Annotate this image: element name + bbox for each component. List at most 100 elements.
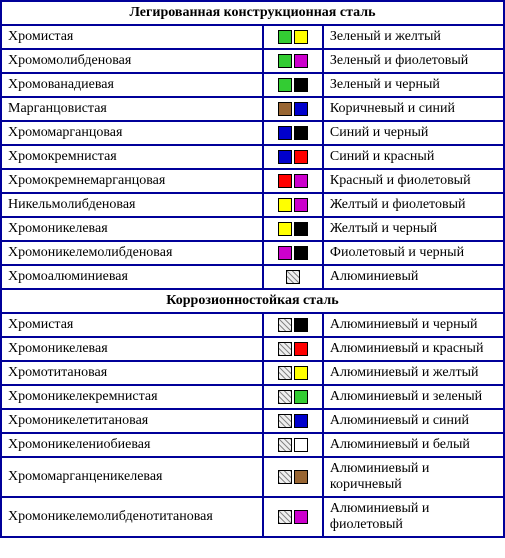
table-row: Никельмолибденовая Желтый и фиолетовый: [1, 193, 504, 217]
table-row: Хромоникелемолибденовая Фиолетовый и черн…: [1, 241, 504, 265]
color-swatch: [278, 78, 292, 92]
table-row: Хромоникелевая Алюминиевый и красный: [1, 337, 504, 361]
color-desc-cell: Алюминиевый и зеленый: [323, 385, 504, 409]
color-swatch: [278, 174, 292, 188]
color-swatch: [294, 366, 308, 380]
section-header: Легированная конструкционная сталь: [1, 1, 504, 25]
color-swatch-cell: [263, 313, 323, 337]
table-row: Хромоникелекремнистая Алюминиевый и зелен…: [1, 385, 504, 409]
color-swatch: [278, 438, 292, 452]
section-header: Коррозионностойкая сталь: [1, 289, 504, 313]
color-swatch: [278, 390, 292, 404]
color-desc-cell: Синий и черный: [323, 121, 504, 145]
color-desc-cell: Алюминиевый и белый: [323, 433, 504, 457]
color-desc-cell: Алюминиевый и синий: [323, 409, 504, 433]
table-row: Хромоникелевая Желтый и черный: [1, 217, 504, 241]
steel-name-cell: Хромокремнемарганцовая: [1, 169, 263, 193]
table-row: Хромокремнистая Синий и красный: [1, 145, 504, 169]
color-swatch: [294, 126, 308, 140]
table-row: ХромомарганценикелеваяАлюминиевый и кори…: [1, 457, 504, 497]
color-swatch: [294, 102, 308, 116]
color-swatch: [294, 438, 308, 452]
color-swatch-cell: [263, 25, 323, 49]
table-row: Хромованадиевая Зеленый и черный: [1, 73, 504, 97]
color-swatch: [278, 54, 292, 68]
color-desc-cell: Синий и красный: [323, 145, 504, 169]
steel-name-cell: Хромоникелевая: [1, 337, 263, 361]
steel-name-cell: Хромистая: [1, 25, 263, 49]
color-swatch: [294, 222, 308, 236]
color-swatch: [294, 390, 308, 404]
color-swatch: [294, 342, 308, 356]
color-swatch-cell: [263, 385, 323, 409]
color-swatch-cell: [263, 97, 323, 121]
color-swatch-cell: [263, 265, 323, 289]
color-desc-cell: Желтый и фиолетовый: [323, 193, 504, 217]
table-row: Хромоалюминиевая Алюминиевый: [1, 265, 504, 289]
steel-name-cell: Хромоникелемолибденотитановая: [1, 497, 263, 537]
color-swatch-cell: [263, 73, 323, 97]
color-swatch: [294, 414, 308, 428]
steel-name-cell: Хромоникелениобиевая: [1, 433, 263, 457]
steel-name-cell: Хромоникелетитановая: [1, 409, 263, 433]
color-swatch-cell: [263, 433, 323, 457]
table-row: Хромокремнемарганцовая Красный и фиолетов…: [1, 169, 504, 193]
color-swatch-cell: [263, 241, 323, 265]
color-desc-cell: Алюминиевый и желтый: [323, 361, 504, 385]
color-swatch-cell: [263, 121, 323, 145]
steel-name-cell: Хромистая: [1, 313, 263, 337]
color-swatch: [294, 174, 308, 188]
steel-name-cell: Хромоникелевая: [1, 217, 263, 241]
steel-name-cell: Хромомарганценикелевая: [1, 457, 263, 497]
color-swatch: [278, 510, 292, 524]
color-swatch: [278, 30, 292, 44]
color-swatch: [278, 414, 292, 428]
table-row: ХромоникелемолибденотитановаяАлюминиевый…: [1, 497, 504, 537]
steel-name-cell: Марганцовистая: [1, 97, 263, 121]
table-row: Марганцовистая Коричневый и синий: [1, 97, 504, 121]
color-swatch-cell: [263, 145, 323, 169]
color-desc-cell: Красный и фиолетовый: [323, 169, 504, 193]
color-swatch: [278, 102, 292, 116]
color-swatch-cell: [263, 169, 323, 193]
color-swatch: [294, 510, 308, 524]
table-row: Хромоникелетитановая Алюминиевый и синий: [1, 409, 504, 433]
color-swatch: [278, 318, 292, 332]
color-swatch-cell: [263, 497, 323, 537]
color-swatch: [294, 470, 308, 484]
color-desc-cell: Желтый и черный: [323, 217, 504, 241]
color-swatch-cell: [263, 361, 323, 385]
color-swatch: [294, 246, 308, 260]
color-swatch: [294, 78, 308, 92]
color-desc-cell: Зеленый и желтый: [323, 25, 504, 49]
table-row: Хромистая Алюминиевый и черный: [1, 313, 504, 337]
color-swatch: [286, 270, 300, 284]
color-swatch-cell: [263, 409, 323, 433]
color-desc-cell: Зеленый и фиолетовый: [323, 49, 504, 73]
color-swatch: [278, 198, 292, 212]
steel-name-cell: Хромованадиевая: [1, 73, 263, 97]
color-swatch: [278, 126, 292, 140]
steel-name-cell: Хромоалюминиевая: [1, 265, 263, 289]
color-desc-cell: Алюминиевый и черный: [323, 313, 504, 337]
color-desc-cell: Фиолетовый и черный: [323, 241, 504, 265]
table-row: ХромомарганцоваяСиний и черный: [1, 121, 504, 145]
steel-name-cell: Хромоникелемолибденовая: [1, 241, 263, 265]
steel-name-cell: Хромокремнистая: [1, 145, 263, 169]
color-swatch: [278, 222, 292, 236]
table-row: Хромистая Зеленый и желтый: [1, 25, 504, 49]
color-desc-cell: Коричневый и синий: [323, 97, 504, 121]
color-desc-cell: Алюминиевый: [323, 265, 504, 289]
steel-name-cell: Хромоникелекремнистая: [1, 385, 263, 409]
color-swatch: [294, 54, 308, 68]
color-swatch: [278, 246, 292, 260]
color-swatch-cell: [263, 457, 323, 497]
color-swatch: [294, 30, 308, 44]
steel-name-cell: Никельмолибденовая: [1, 193, 263, 217]
color-desc-cell: Зеленый и черный: [323, 73, 504, 97]
color-desc-cell: Алюминиевый и красный: [323, 337, 504, 361]
color-swatch: [278, 366, 292, 380]
color-swatch-cell: [263, 193, 323, 217]
table-row: ХромомолибденоваяЗеленый и фиолетовый: [1, 49, 504, 73]
color-swatch: [294, 318, 308, 332]
